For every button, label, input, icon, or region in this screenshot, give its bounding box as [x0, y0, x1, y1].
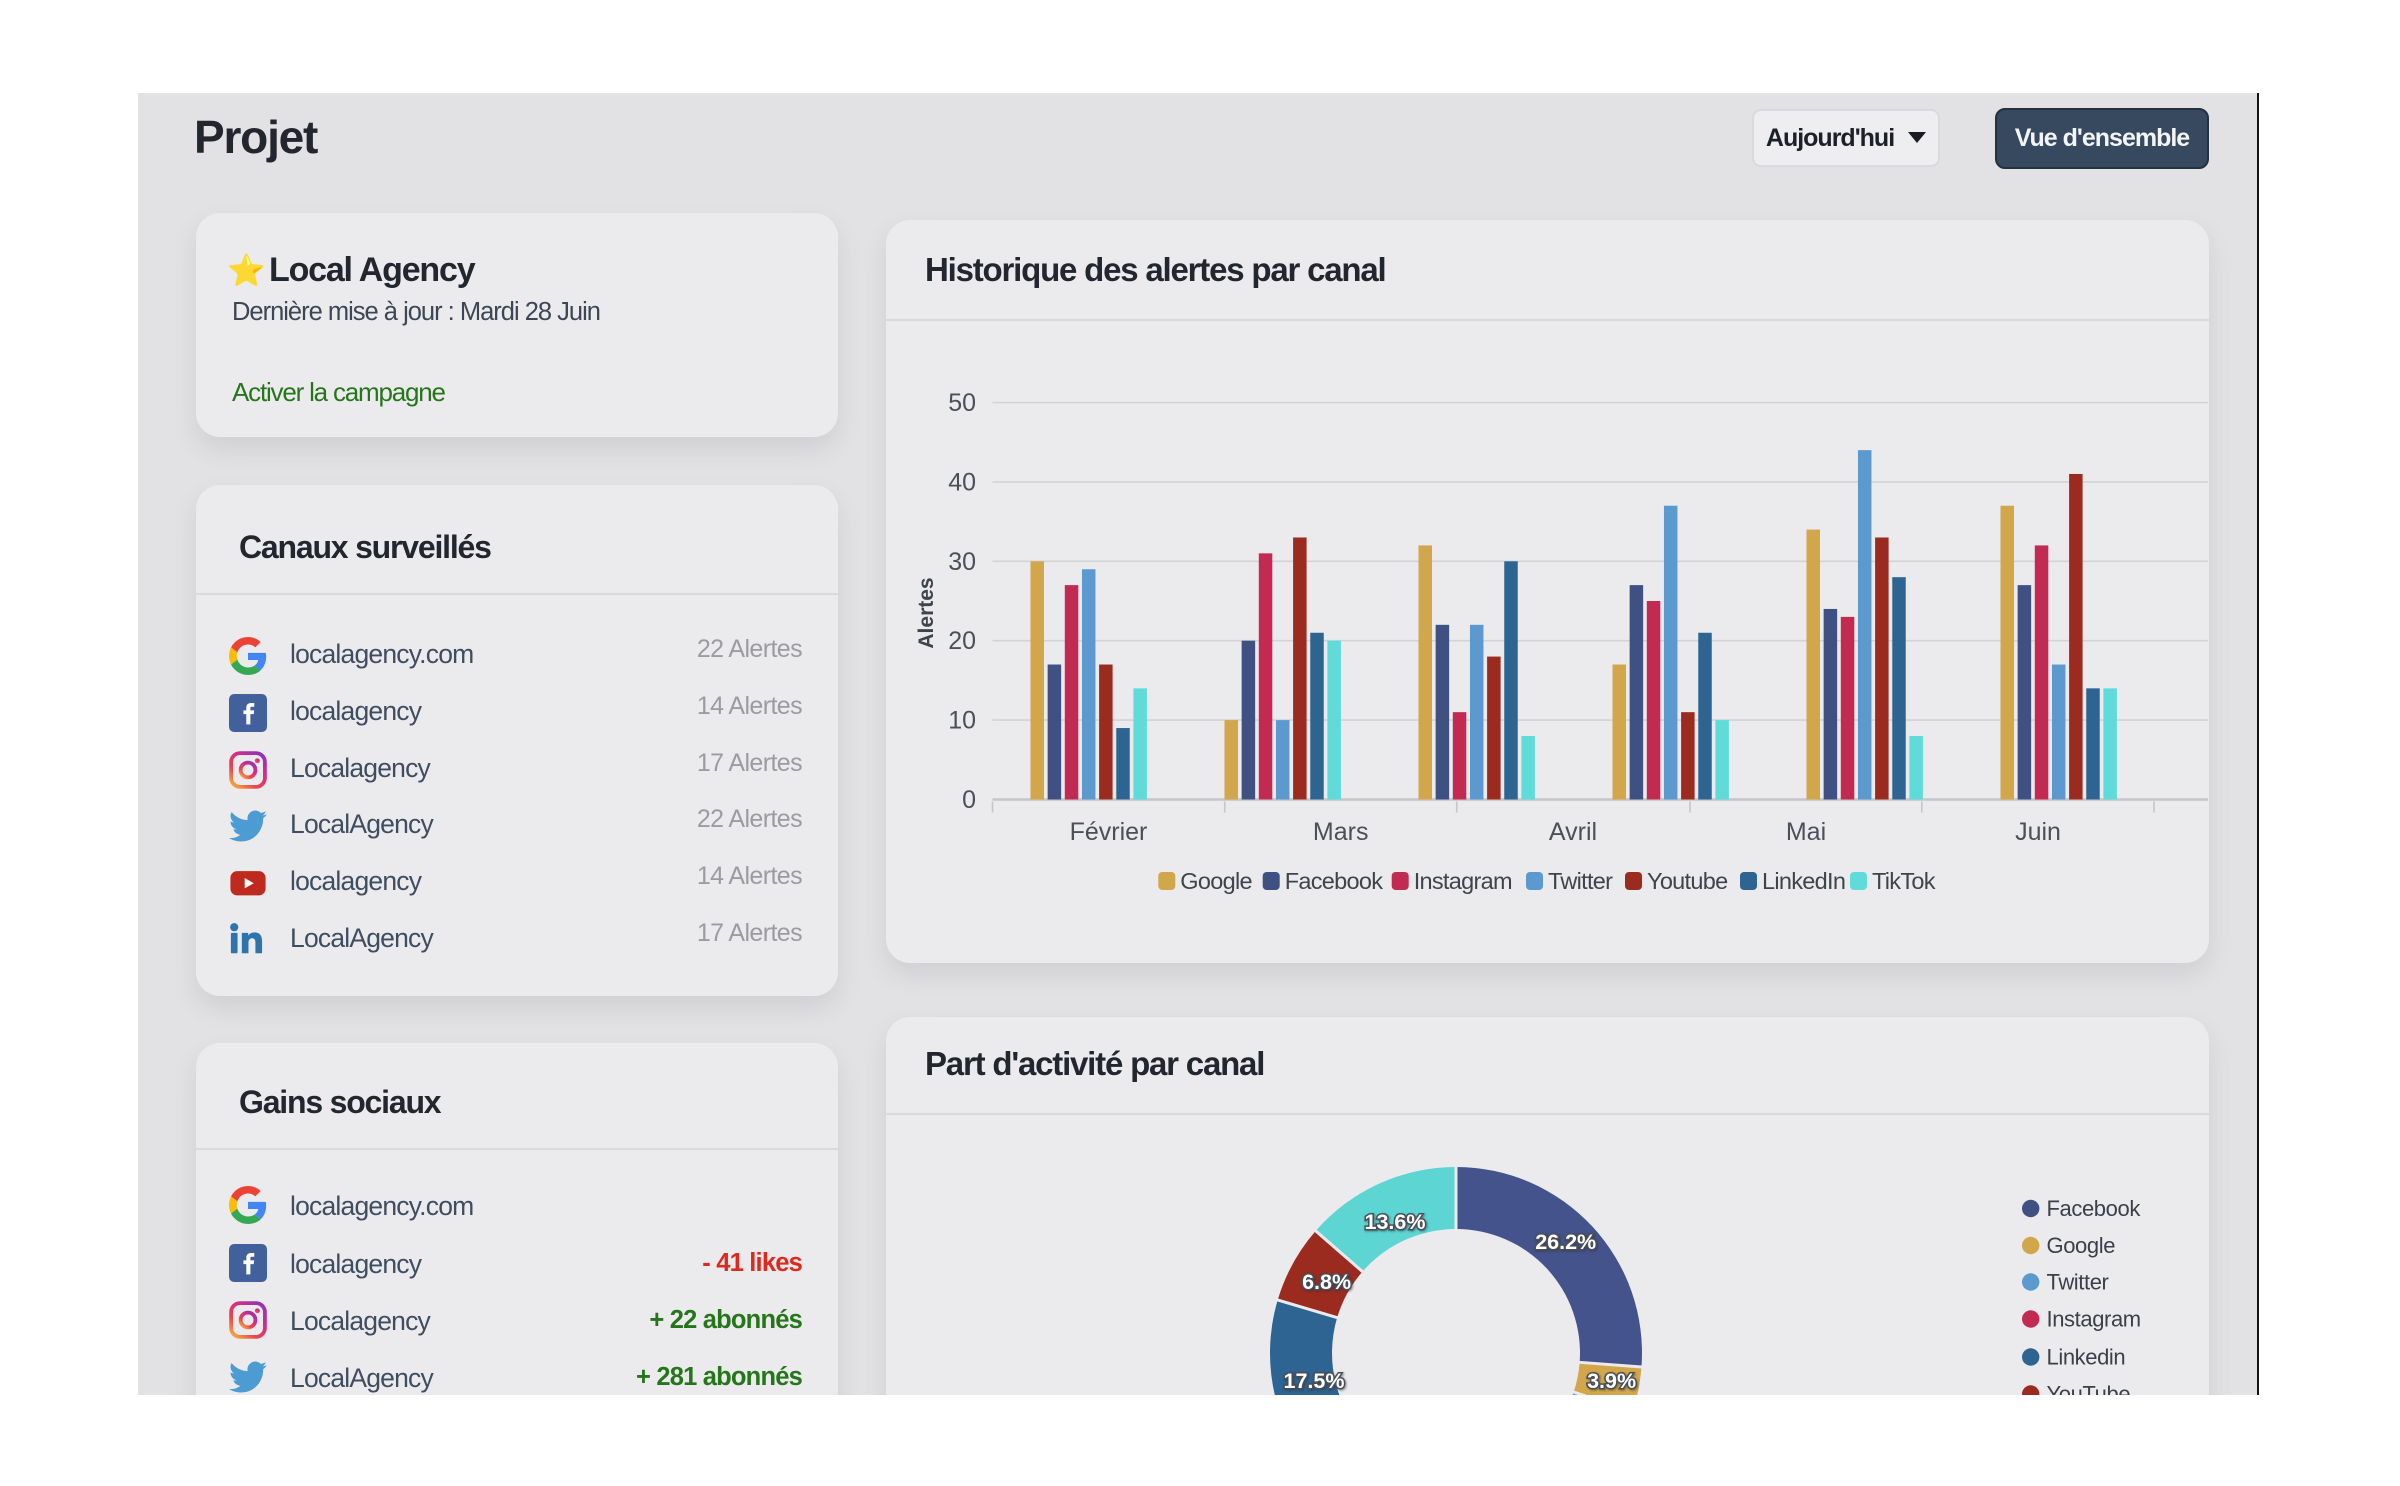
svg-text:Twitter: Twitter: [1548, 868, 1613, 894]
svg-text:40: 40: [948, 468, 976, 496]
svg-text:Twitter: Twitter: [2047, 1270, 2109, 1295]
svg-text:Alertes: Alertes: [915, 577, 938, 648]
svg-text:Mars: Mars: [1313, 818, 1369, 846]
svg-text:Instagram: Instagram: [1414, 868, 1512, 894]
svg-text:Instagram: Instagram: [2047, 1307, 2141, 1332]
svg-text:20: 20: [948, 627, 976, 655]
svg-text:Mai: Mai: [1786, 818, 1826, 846]
svg-text:3.9%: 3.9%: [1587, 1369, 1636, 1393]
svg-text:Facebook: Facebook: [2047, 1196, 2142, 1221]
svg-text:TikTok: TikTok: [1872, 868, 1936, 894]
svg-text:Février: Février: [1070, 818, 1148, 846]
svg-text:0: 0: [962, 786, 976, 814]
svg-text:Avril: Avril: [1549, 818, 1597, 846]
svg-text:Facebook: Facebook: [1285, 868, 1384, 894]
svg-text:Google: Google: [2047, 1233, 2116, 1258]
svg-text:10: 10: [948, 707, 976, 735]
svg-text:Youtube: Youtube: [1647, 868, 1728, 894]
svg-text:YouTube: YouTube: [2047, 1382, 2131, 1396]
svg-text:LinkedIn: LinkedIn: [1762, 868, 1845, 894]
svg-text:Linkedin: Linkedin: [2047, 1345, 2126, 1370]
svg-text:13.6%: 13.6%: [1365, 1210, 1426, 1234]
svg-text:26.2%: 26.2%: [1535, 1230, 1596, 1254]
svg-text:50: 50: [948, 389, 976, 417]
svg-text:Google: Google: [1180, 868, 1252, 894]
svg-text:6.8%: 6.8%: [1302, 1270, 1351, 1294]
svg-text:Juin: Juin: [2015, 818, 2061, 846]
svg-text:30: 30: [948, 548, 976, 576]
svg-text:17.5%: 17.5%: [1284, 1369, 1345, 1393]
